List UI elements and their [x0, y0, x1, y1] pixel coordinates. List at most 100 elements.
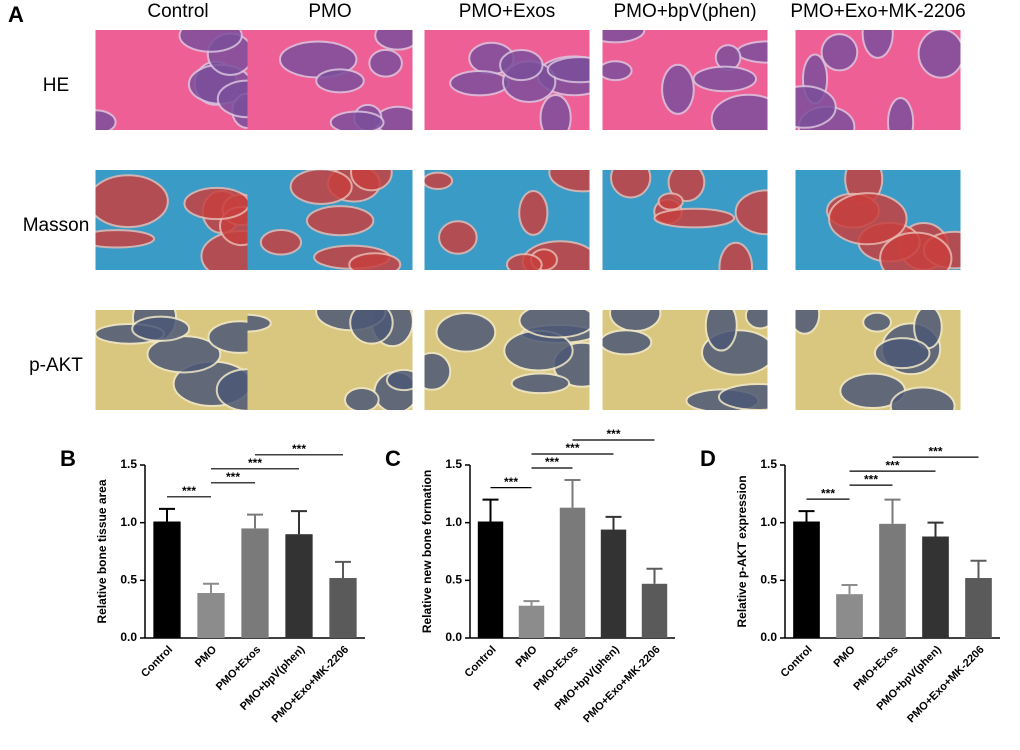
marrow-region — [385, 368, 413, 392]
histology-image — [424, 170, 590, 270]
marrow-region — [887, 97, 915, 130]
marrow-region — [546, 56, 590, 84]
marrow-region — [95, 229, 156, 249]
tissue — [95, 30, 261, 130]
bar — [477, 521, 504, 638]
y-tick-label: 0.5 — [445, 573, 462, 587]
error-bar — [335, 560, 351, 579]
bar — [241, 528, 269, 638]
marrow-region — [861, 30, 894, 59]
significance-label: *** — [226, 470, 240, 484]
marrow-region — [131, 315, 191, 342]
marrow-region — [667, 170, 706, 203]
marrow-region — [329, 110, 385, 130]
marrow-region — [820, 33, 859, 72]
y-tick-label: 1.0 — [120, 515, 137, 529]
histology-image — [247, 170, 413, 270]
marrow-region — [349, 310, 394, 345]
bar — [559, 507, 586, 638]
x-tick-label: Control — [779, 644, 815, 680]
marrow-region — [518, 190, 549, 236]
error-bar — [927, 521, 944, 537]
marrow-region — [368, 48, 403, 78]
bar — [197, 593, 225, 638]
marrow-region — [305, 205, 375, 237]
marrow-region — [449, 69, 510, 97]
marrow-region — [505, 253, 543, 270]
histology-image — [95, 30, 261, 130]
marrow-region — [178, 30, 243, 53]
y-tick-label: 0.5 — [760, 573, 777, 587]
bar — [922, 536, 949, 638]
x-tick-label: PMO — [831, 643, 858, 670]
significance-label: *** — [248, 456, 262, 470]
error-bar — [523, 600, 540, 606]
y-tick-label: 0.0 — [445, 630, 462, 644]
x-tick-label: PMO+Exo+MK-2206 — [581, 644, 663, 726]
bar — [329, 578, 357, 638]
panel-label: D — [700, 446, 716, 471]
marrow-region — [795, 85, 837, 129]
histology-image — [602, 170, 768, 270]
histology-image — [602, 310, 768, 410]
bar — [153, 521, 181, 638]
histology-image — [247, 310, 413, 410]
tissue — [602, 30, 768, 130]
column-title: PMO+Exos — [459, 1, 556, 22]
histology-image — [602, 30, 768, 130]
error-bar — [605, 515, 622, 530]
marrow-region — [602, 329, 653, 356]
marrow-region — [289, 170, 353, 205]
significance-label: *** — [885, 458, 899, 472]
marrow-region — [350, 170, 393, 192]
tissue — [424, 310, 590, 410]
row-label: HE — [43, 75, 69, 96]
marrow-region — [602, 60, 633, 82]
bar — [641, 583, 668, 638]
bar — [285, 534, 313, 638]
marrow-region — [518, 310, 590, 339]
x-tick-label: Control — [139, 644, 175, 680]
marrow-region — [873, 337, 931, 370]
marrow-region — [343, 386, 380, 410]
y-tick-label: 1.5 — [760, 457, 777, 471]
histology-image — [795, 310, 961, 410]
marrow-region — [438, 220, 478, 255]
column-title: PMO — [308, 1, 351, 22]
significance-label: *** — [565, 441, 579, 455]
panel-label: C — [385, 446, 401, 471]
x-tick-label: PMO+Exo+MK-2206 — [905, 644, 987, 726]
marrow-region — [718, 241, 754, 270]
tissue — [602, 170, 768, 270]
tissue — [247, 30, 413, 130]
y-tick-label: 1.5 — [445, 457, 462, 471]
tissue — [795, 170, 961, 270]
marrow-region — [499, 49, 544, 82]
y-tick-label: 1.0 — [445, 515, 462, 529]
error-bar — [798, 510, 815, 522]
bar — [965, 578, 992, 638]
marrow-region — [879, 231, 953, 270]
y-tick-label: 0.0 — [760, 630, 777, 644]
y-tick-label: 1.0 — [760, 515, 777, 529]
panel-label: B — [60, 446, 76, 471]
marrow-region — [315, 68, 365, 94]
marrow-region — [889, 386, 956, 410]
error-bar — [247, 513, 263, 529]
marrow-region — [661, 63, 695, 115]
marrow-region — [548, 170, 590, 193]
tissue — [247, 170, 413, 270]
marrow-region — [657, 192, 684, 211]
x-tick-label: PMO — [513, 643, 540, 670]
significance-label: *** — [292, 442, 306, 456]
marrow-region — [95, 174, 169, 229]
significance-label: *** — [821, 486, 835, 500]
column-title: PMO+bpV(phen) — [613, 1, 756, 22]
marrow-region — [602, 30, 646, 44]
marrow-region — [435, 311, 497, 353]
x-tick-label: PMO+Exo+MK-2206 — [270, 644, 352, 726]
x-tick-label: PMO — [193, 643, 220, 670]
significance-label: *** — [606, 427, 620, 441]
y-axis-label: Relative new bone formation — [420, 470, 434, 633]
error-bar — [291, 510, 307, 535]
